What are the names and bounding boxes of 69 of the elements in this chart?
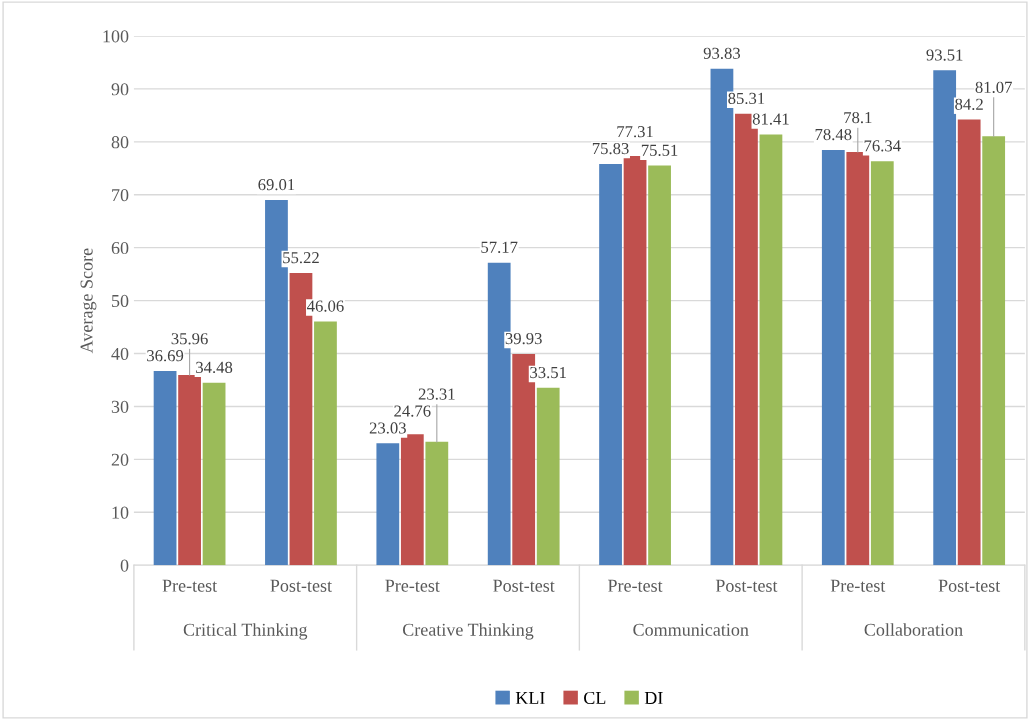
x-tick-label: Post-test [493, 579, 555, 592]
text: Collaboration [864, 623, 963, 636]
x-tick-label: Post-test [938, 579, 1001, 592]
y-tick-label: 90 [111, 83, 129, 96]
bar [425, 441, 449, 566]
data-label: 34.48 [196, 361, 233, 374]
data-label: 93.51 [926, 49, 963, 61]
data-label: 93.83 [703, 47, 741, 59]
data-label: 81.07 [975, 81, 1012, 94]
data-label: 55.22 [283, 252, 319, 264]
x-tick-label: Post-test [715, 579, 778, 592]
data-label: 78.1 [844, 111, 872, 124]
y-tick-label: 0 [120, 559, 129, 572]
data-label: 77.31 [617, 126, 653, 138]
bar [648, 165, 671, 566]
data-label: 69.01 [258, 179, 295, 191]
data-label: 84.2 [955, 98, 983, 110]
bar [178, 374, 201, 566]
text: Critical Thinking [183, 623, 308, 640]
bar [846, 151, 870, 566]
y-axis-title: Average Score [80, 248, 97, 354]
data-label: 75.83 [592, 142, 629, 155]
bar [376, 443, 400, 566]
y-tick-label: 50 [112, 294, 129, 308]
bar [982, 136, 1006, 566]
data-label: 23.03 [369, 422, 406, 434]
legend-label: CL [584, 691, 606, 705]
data-label: 23.31 [418, 388, 455, 400]
x-tick-label: Pre-test [385, 579, 440, 592]
bar [870, 161, 894, 566]
bar [623, 156, 647, 566]
y-tick-label: 60 [111, 241, 129, 255]
data-label: 85.31 [728, 92, 765, 105]
x-tick-label: Pre-test [830, 579, 886, 592]
data-label: 33.51 [530, 366, 566, 379]
y-tick-label: 70 [112, 189, 129, 202]
text: Communication [633, 623, 749, 636]
data-label: 57.17 [481, 241, 518, 253]
bar [759, 134, 783, 566]
bar [821, 149, 845, 566]
bar [599, 163, 622, 566]
x-tick-label: Pre-test [608, 579, 663, 592]
y-tick-label: 100 [103, 30, 129, 43]
data-label: 24.76 [394, 405, 431, 417]
bar [314, 321, 337, 566]
legend-label: DI [644, 692, 663, 704]
legend-label: KLI [515, 692, 545, 704]
x-tick-label: Pre-test [162, 579, 218, 592]
bar [153, 371, 177, 566]
data-label: 46.06 [307, 300, 344, 312]
data-label: 78.48 [815, 128, 852, 141]
bar [202, 382, 226, 566]
y-tick-label: 30 [111, 400, 129, 413]
x-tick-label: Post-test [270, 579, 332, 592]
text: Creative Thinking [402, 623, 534, 640]
data-label: 35.96 [171, 333, 208, 345]
y-tick-label: 20 [111, 453, 129, 466]
data-label: 81.41 [752, 113, 789, 125]
data-label: 76.34 [864, 140, 901, 152]
bar [400, 434, 424, 566]
data-label: 75.51 [641, 144, 678, 156]
y-tick-label: 10 [112, 506, 129, 519]
data-label: 36.69 [147, 350, 184, 362]
bar [957, 119, 981, 566]
y-tick-label: 40 [111, 347, 129, 360]
bar [933, 70, 957, 566]
bar [536, 387, 560, 566]
data-label: 39.93 [505, 332, 542, 345]
y-tick-label: 80 [111, 136, 129, 149]
